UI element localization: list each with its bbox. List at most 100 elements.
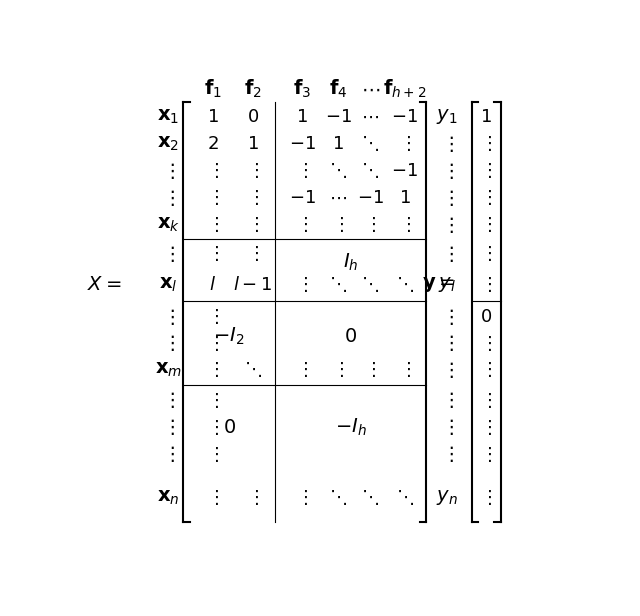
Text: $\mathbf{x}_l$: $\mathbf{x}_l$ (159, 275, 177, 294)
Text: $\vdots$: $\vdots$ (480, 161, 492, 180)
Text: $\vdots$: $\vdots$ (364, 360, 376, 379)
Text: $-1$: $-1$ (324, 108, 351, 126)
Text: $\cdots$: $\cdots$ (361, 108, 379, 126)
Text: $y_1$: $y_1$ (436, 107, 458, 126)
Text: $\vdots$: $\vdots$ (246, 161, 259, 180)
Text: $\vdots$: $\vdots$ (480, 188, 492, 207)
Text: $\vdots$: $\vdots$ (480, 418, 492, 437)
Text: $\vdots$: $\vdots$ (441, 444, 453, 464)
Text: $\vdots$: $\vdots$ (162, 307, 175, 326)
Text: $\mathbf{f}_3$: $\mathbf{f}_3$ (293, 78, 311, 100)
Text: $\ddots$: $\ddots$ (329, 275, 347, 294)
Text: $\vdots$: $\vdots$ (296, 487, 308, 506)
Text: $0$: $0$ (246, 108, 259, 126)
Text: $\vdots$: $\vdots$ (441, 188, 453, 208)
Text: $y_n$: $y_n$ (436, 487, 458, 506)
Text: $\vdots$: $\vdots$ (480, 275, 492, 294)
Text: $\vdots$: $\vdots$ (332, 215, 344, 234)
Text: $\mathbf{x}_m$: $\mathbf{x}_m$ (155, 360, 182, 379)
Text: $\vdots$: $\vdots$ (480, 487, 492, 506)
Text: $\mathbf{y} =$: $\mathbf{y} =$ (422, 275, 454, 294)
Text: $\mathbf{x}_1$: $\mathbf{x}_1$ (157, 107, 179, 126)
Text: $\vdots$: $\vdots$ (162, 333, 175, 354)
Text: $\mathbf{x}_k$: $\mathbf{x}_k$ (157, 215, 180, 234)
Text: $\vdots$: $\vdots$ (480, 334, 492, 353)
Text: $\vdots$: $\vdots$ (162, 444, 175, 464)
Text: $\mathbf{f}_4$: $\mathbf{f}_4$ (329, 78, 347, 100)
Text: $\vdots$: $\vdots$ (332, 360, 344, 379)
Text: $\vdots$: $\vdots$ (162, 417, 175, 437)
Text: $\vdots$: $\vdots$ (246, 244, 259, 263)
Text: $\mathbf{x}_n$: $\mathbf{x}_n$ (157, 487, 180, 506)
Text: $1$: $1$ (399, 188, 411, 207)
Text: $\vdots$: $\vdots$ (162, 188, 175, 208)
Text: $\ddots$: $\ddots$ (329, 161, 347, 180)
Text: $X =$: $X =$ (86, 275, 121, 294)
Text: $\mathbf{f}_2$: $\mathbf{f}_2$ (244, 78, 262, 100)
Text: $\vdots$: $\vdots$ (207, 307, 219, 326)
Text: $\vdots$: $\vdots$ (162, 244, 175, 264)
Text: $2$: $2$ (207, 135, 219, 153)
Text: $\mathbf{f}_1$: $\mathbf{f}_1$ (204, 78, 222, 100)
Text: $\vdots$: $\vdots$ (441, 307, 453, 326)
Text: $\vdots$: $\vdots$ (441, 161, 453, 180)
Text: $\vdots$: $\vdots$ (441, 134, 453, 153)
Text: $\vdots$: $\vdots$ (207, 391, 219, 410)
Text: $I_h$: $I_h$ (343, 251, 358, 273)
Text: $\vdots$: $\vdots$ (480, 360, 492, 379)
Text: $\vdots$: $\vdots$ (441, 391, 453, 410)
Text: $\vdots$: $\vdots$ (441, 417, 453, 437)
Text: $1$: $1$ (332, 135, 344, 153)
Text: $\vdots$: $\vdots$ (207, 188, 219, 207)
Text: $-I_2$: $-I_2$ (213, 326, 244, 347)
Text: $-I_h$: $-I_h$ (335, 416, 367, 438)
Text: $\vdots$: $\vdots$ (480, 391, 492, 410)
Text: $-1$: $-1$ (289, 135, 316, 153)
Text: $\vdots$: $\vdots$ (207, 161, 219, 180)
Text: $\ddots$: $\ddots$ (361, 161, 379, 180)
Text: $-1$: $-1$ (356, 188, 383, 207)
Text: $\ddots$: $\ddots$ (396, 275, 414, 294)
Text: $\ddots$: $\ddots$ (244, 360, 262, 379)
Text: $\vdots$: $\vdots$ (246, 487, 259, 506)
Text: $\ddots$: $\ddots$ (329, 487, 347, 506)
Text: $0$: $0$ (480, 308, 492, 326)
Text: $y_l$: $y_l$ (438, 275, 456, 294)
Text: $\mathbf{x}_2$: $\mathbf{x}_2$ (157, 134, 179, 153)
Text: $\vdots$: $\vdots$ (207, 360, 219, 379)
Text: $\vdots$: $\vdots$ (207, 445, 219, 464)
Text: $-1$: $-1$ (392, 161, 419, 180)
Text: $\vdots$: $\vdots$ (399, 134, 411, 153)
Text: $\vdots$: $\vdots$ (399, 215, 411, 234)
Text: $\vdots$: $\vdots$ (441, 244, 453, 264)
Text: $\vdots$: $\vdots$ (364, 215, 376, 234)
Text: $\vdots$: $\vdots$ (207, 334, 219, 353)
Text: $\vdots$: $\vdots$ (441, 333, 453, 354)
Text: $\vdots$: $\vdots$ (480, 134, 492, 153)
Text: $0$: $0$ (344, 326, 357, 346)
Text: $\vdots$: $\vdots$ (480, 215, 492, 234)
Text: $\ddots$: $\ddots$ (361, 134, 379, 153)
Text: $\vdots$: $\vdots$ (162, 391, 175, 410)
Text: $0$: $0$ (223, 418, 236, 437)
Text: $\cdots$: $\cdots$ (360, 79, 380, 99)
Text: $1$: $1$ (481, 108, 492, 126)
Text: $\vdots$: $\vdots$ (207, 244, 219, 263)
Text: $l$: $l$ (209, 275, 216, 293)
Text: $\vdots$: $\vdots$ (480, 244, 492, 263)
Text: $\vdots$: $\vdots$ (207, 418, 219, 437)
Text: $\vdots$: $\vdots$ (296, 215, 308, 234)
Text: $1$: $1$ (296, 108, 308, 126)
Text: $\vdots$: $\vdots$ (246, 215, 259, 234)
Text: $\ddots$: $\ddots$ (396, 487, 414, 506)
Text: $\mathbf{f}_{h+2}$: $\mathbf{f}_{h+2}$ (383, 78, 426, 100)
Text: $\ddots$: $\ddots$ (361, 487, 379, 506)
Text: $l-1$: $l-1$ (233, 275, 272, 293)
Text: $1$: $1$ (247, 135, 259, 153)
Text: $\vdots$: $\vdots$ (207, 487, 219, 506)
Text: $\vdots$: $\vdots$ (207, 215, 219, 234)
Text: $\vdots$: $\vdots$ (246, 188, 259, 207)
Text: $\vdots$: $\vdots$ (296, 360, 308, 379)
Text: $-1$: $-1$ (289, 188, 316, 207)
Text: $\vdots$: $\vdots$ (399, 360, 411, 379)
